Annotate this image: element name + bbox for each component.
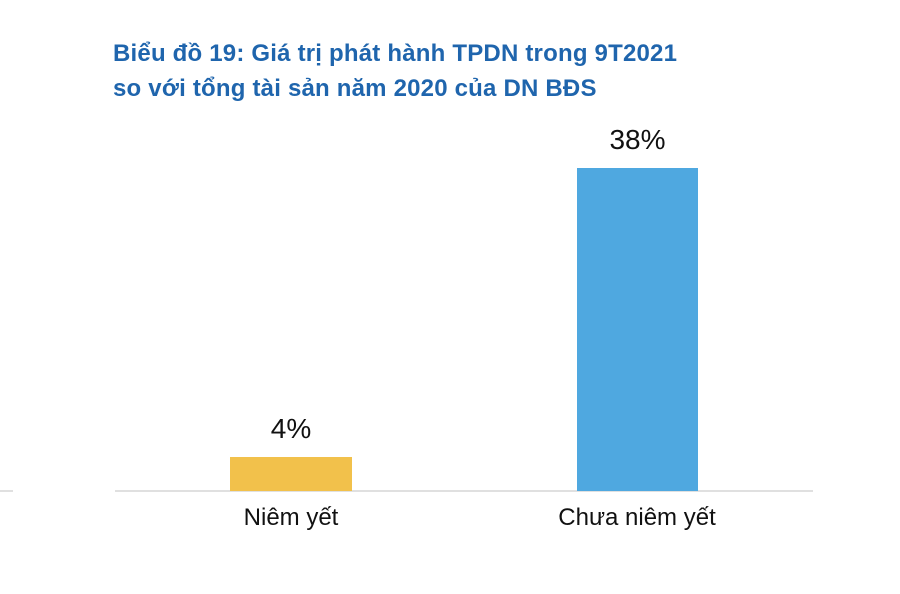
chart-title-line1: Biểu đồ 19: Giá trị phát hành TPDN trong… (113, 40, 678, 67)
chart-title: Biểu đồ 19: Giá trị phát hành TPDN trong… (113, 36, 677, 106)
bar-niem-yet (230, 457, 352, 491)
bar-group-chua-niem-yet: 38% (577, 0, 698, 491)
category-label-niem-yet: Niêm yết (243, 504, 339, 531)
bar-chua-niem-yet (577, 168, 698, 491)
chart-title-line2: so với tổng tài sản năm 2020 của DN BĐS (113, 75, 597, 102)
bar-group-niem-yet: 4% (230, 0, 352, 491)
category-label-chua-niem-yet: Chưa niêm yết (558, 504, 716, 531)
x-axis-line (115, 490, 813, 492)
value-label-niem-yet: 4% (270, 413, 312, 444)
value-label-chua-niem-yet: 38% (609, 124, 666, 155)
left-edge-axis-fragment (0, 490, 13, 492)
